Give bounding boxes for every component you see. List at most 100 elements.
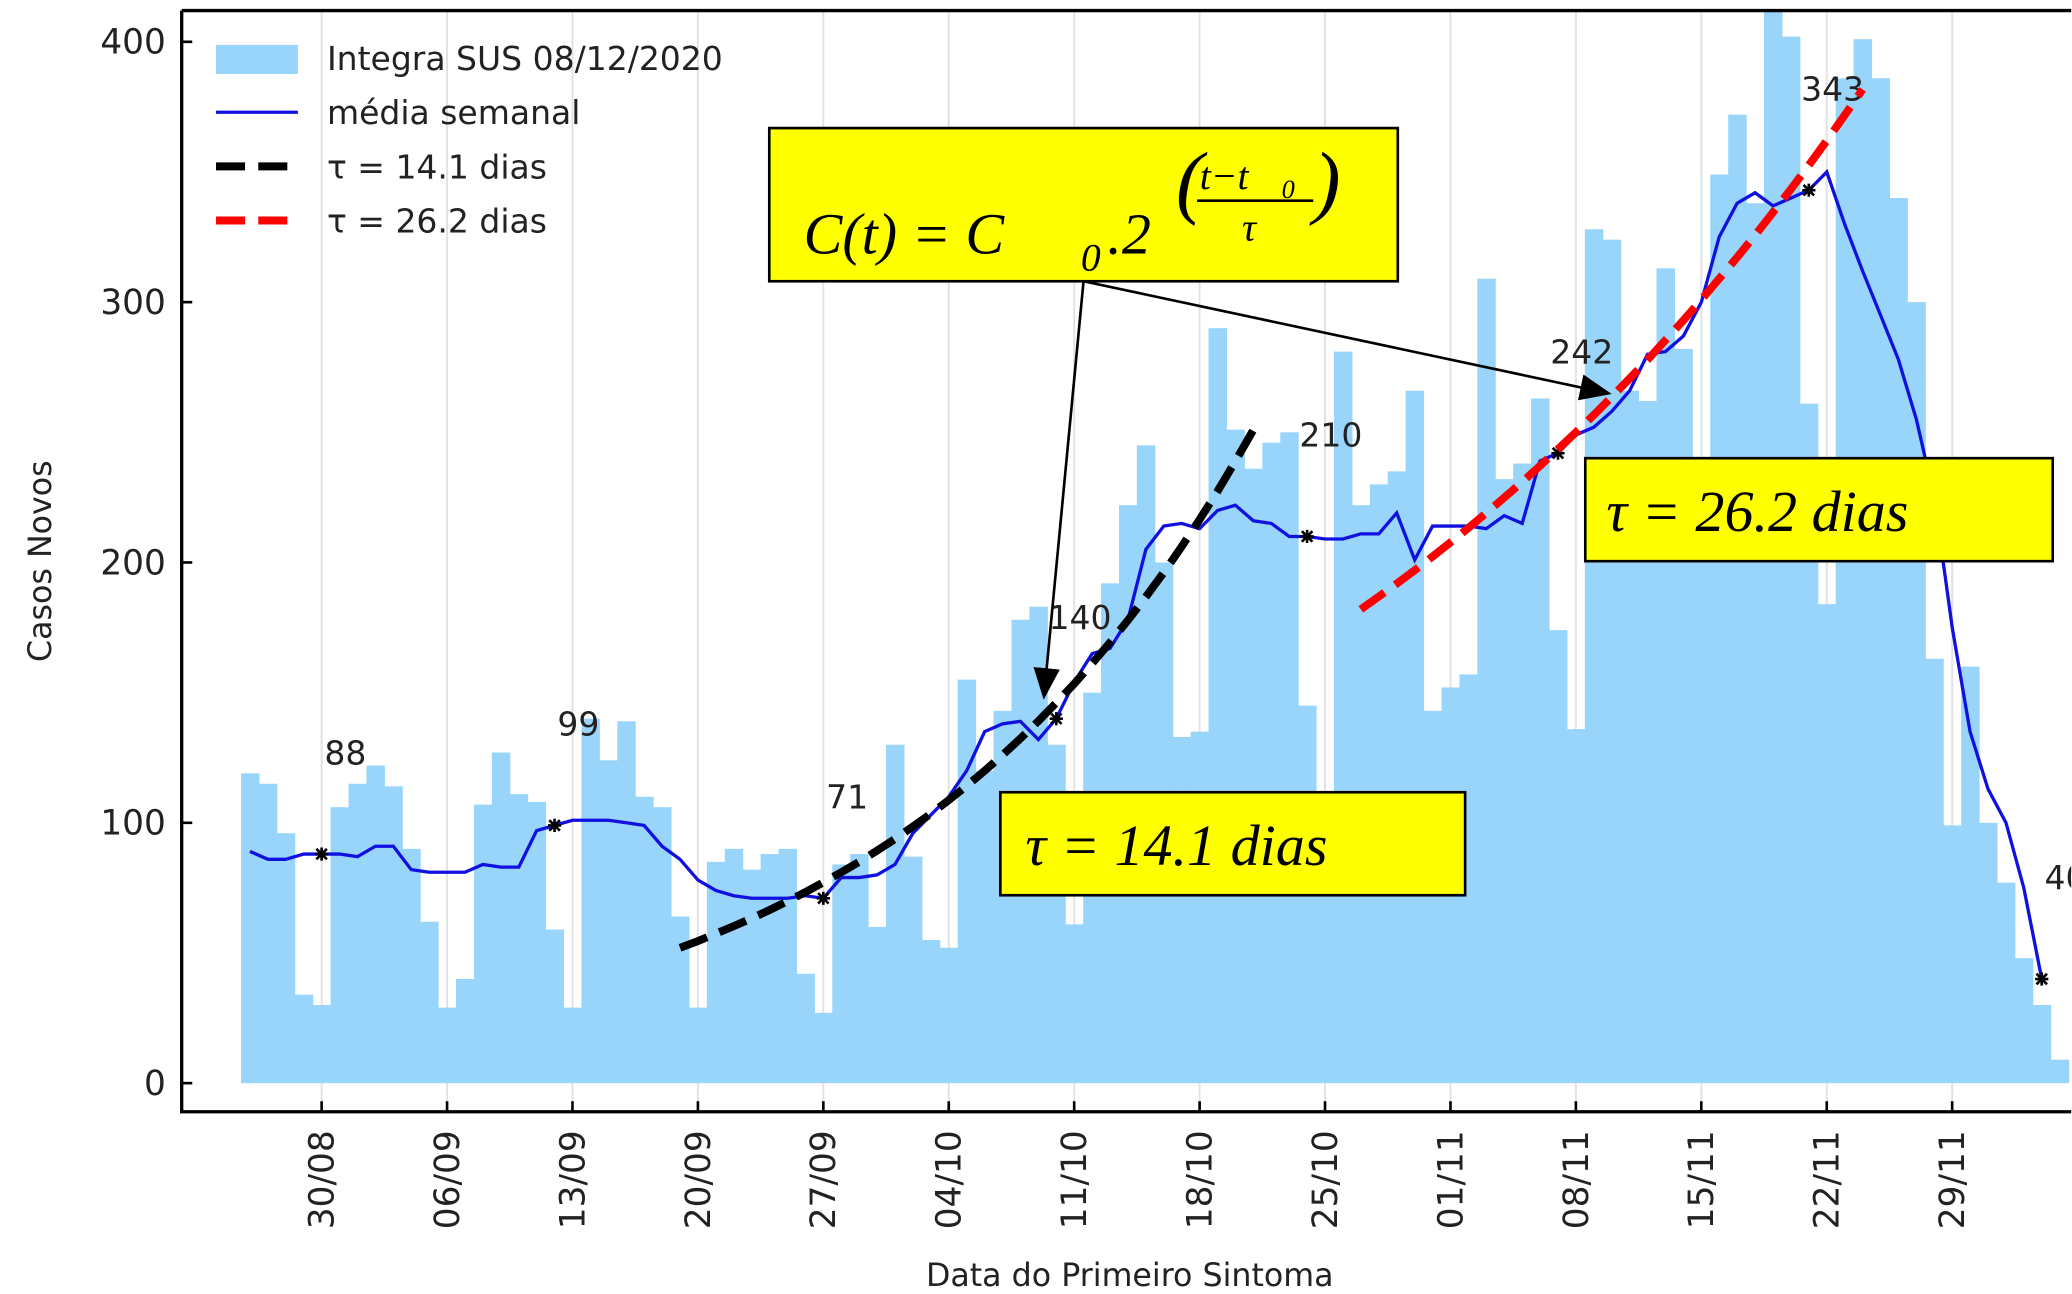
formula-paren: ( — [1176, 136, 1208, 227]
axes-frame — [180, 8, 2072, 1114]
bar — [1513, 463, 1532, 1084]
bar — [1226, 429, 1245, 1084]
fit-line — [678, 427, 1257, 952]
formula-main: C(t) = C — [804, 202, 1006, 267]
bar — [832, 864, 851, 1084]
x-tick-label: 01/11 — [1431, 1130, 1471, 1229]
bar — [1190, 731, 1210, 1084]
bar — [581, 718, 600, 1084]
data-label: 40 — [2045, 858, 2072, 897]
formula-box: C(t) = C 0 .2 ( t−t 0 τ ) — [767, 126, 1400, 283]
bar — [438, 1007, 457, 1084]
bar — [1961, 666, 1980, 1084]
bar — [1638, 401, 1658, 1084]
data-label: 99 — [557, 705, 599, 744]
bar — [868, 926, 887, 1084]
bar — [617, 721, 636, 1084]
bar — [688, 1007, 708, 1084]
point-marker — [315, 847, 329, 861]
bar — [1871, 78, 1890, 1084]
axes: 0 100 200 300 400 30/08 06/09 13/09 20/09 27/09 04… — [100, 23, 1973, 1230]
y-tick-label: 300 — [100, 283, 166, 323]
bar — [545, 929, 565, 1084]
x-tick-label: 29/11 — [1933, 1130, 1973, 1229]
fit-label: τ = 26.2 dias — [1606, 479, 1908, 544]
fit-box: τ = 14.1 dias — [999, 790, 1467, 897]
bar — [1602, 239, 1622, 1084]
bar — [330, 807, 350, 1084]
bar — [1316, 869, 1335, 1084]
bar — [2014, 958, 2034, 1084]
y-axis-label: Casos Novos — [23, 460, 59, 662]
arrow — [1033, 281, 1085, 700]
bar — [778, 848, 797, 1084]
point-marker — [2035, 972, 2049, 986]
bar — [491, 752, 511, 1084]
formula-num: t−t — [1200, 154, 1250, 198]
data-label: 71 — [826, 778, 868, 817]
bar — [1566, 729, 1586, 1084]
bar — [294, 994, 314, 1084]
point-marker — [1049, 712, 1063, 726]
bar — [1889, 198, 1908, 1084]
bar — [1620, 390, 1640, 1084]
legend-label: Integra SUS 08/12/2020 — [327, 39, 723, 78]
point-marker — [816, 891, 830, 905]
x-tick-label: 13/09 — [553, 1130, 593, 1229]
bar — [527, 801, 547, 1084]
x-tick-label: 18/10 — [1180, 1130, 1220, 1229]
x-tick-label: 20/09 — [679, 1130, 719, 1229]
bar — [509, 794, 529, 1084]
bar — [975, 770, 995, 1084]
legend-label: média semanal — [327, 93, 580, 132]
x-tick-label: 27/09 — [804, 1130, 844, 1229]
bar — [1369, 484, 1389, 1084]
bar — [241, 773, 260, 1084]
bar — [796, 973, 815, 1084]
bar — [1728, 114, 1747, 1084]
bar — [724, 848, 744, 1084]
x-axis-label: Data do Primeiro Sintoma — [926, 1258, 1334, 1294]
y-tick-label: 0 — [144, 1064, 166, 1104]
data-label: 140 — [1049, 598, 1112, 637]
bar — [312, 1005, 332, 1084]
bar — [814, 1012, 833, 1084]
x-tick-label: 15/11 — [1682, 1130, 1722, 1229]
bar — [1065, 924, 1084, 1084]
bar — [1584, 229, 1604, 1084]
bar — [653, 807, 672, 1084]
data-label: 210 — [1299, 416, 1362, 455]
data-label: 242 — [1550, 332, 1613, 371]
bar — [635, 796, 654, 1084]
point-marker — [1802, 183, 1816, 197]
fit-line — [1358, 87, 1866, 613]
bar — [1405, 390, 1425, 1084]
plot-area: 88 99 71 140 210 242 343 40 — [241, 10, 2072, 1084]
x-tick-label: 04/10 — [930, 1130, 970, 1229]
bar — [903, 856, 923, 1084]
bar — [706, 861, 726, 1084]
x-tick-label: 11/10 — [1055, 1130, 1095, 1229]
bar — [1746, 203, 1765, 1084]
bar — [402, 848, 421, 1084]
line — [249, 168, 2044, 980]
bar — [456, 979, 475, 1084]
bar — [886, 744, 905, 1084]
bar — [1656, 268, 1675, 1084]
formula-den: τ — [1242, 205, 1258, 249]
bar — [599, 760, 618, 1084]
bar — [420, 921, 439, 1084]
bar — [671, 916, 690, 1084]
point-marker — [547, 818, 562, 833]
point-marker — [1300, 529, 1314, 544]
data-label: 88 — [324, 733, 366, 772]
bar — [1943, 825, 1962, 1084]
bar — [2032, 1005, 2052, 1084]
y-tick-label: 100 — [100, 804, 166, 844]
legend-swatch — [216, 44, 298, 74]
bar — [563, 1007, 582, 1084]
bar — [258, 783, 278, 1084]
x-tick-label: 06/09 — [428, 1130, 468, 1229]
bar — [850, 854, 869, 1084]
